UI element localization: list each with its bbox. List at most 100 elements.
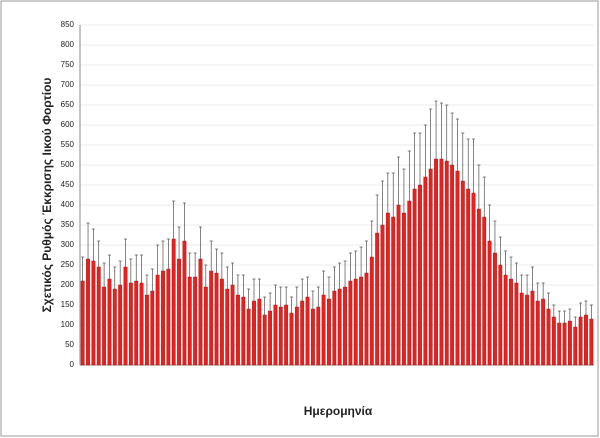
bar — [375, 232, 380, 366]
bar — [514, 282, 519, 366]
bar — [450, 164, 455, 366]
y-tick-label: 700 — [61, 80, 75, 89]
y-tick-label: 850 — [61, 20, 75, 29]
y-tick-label: 400 — [61, 200, 75, 209]
y-tick-label: 250 — [61, 260, 75, 269]
bar — [385, 212, 390, 366]
bar — [434, 158, 438, 366]
bar — [198, 258, 203, 366]
bar — [412, 188, 417, 366]
y-tick-label: 200 — [61, 280, 75, 289]
bar — [535, 300, 540, 366]
bar — [102, 286, 107, 366]
bar — [460, 180, 465, 366]
bar — [187, 276, 192, 366]
bar — [369, 256, 374, 366]
bar — [91, 260, 96, 366]
x-axis-label: Ημερομηνία — [304, 404, 373, 418]
y-tick-label: 50 — [65, 340, 74, 349]
bar — [428, 168, 433, 366]
bar — [278, 306, 283, 366]
bar — [402, 212, 406, 366]
bar — [86, 258, 90, 366]
bar — [225, 288, 230, 366]
bar — [578, 316, 583, 366]
bar — [364, 272, 369, 366]
bar — [359, 276, 364, 366]
bar — [444, 160, 449, 366]
bar — [166, 268, 171, 366]
y-tick-label: 300 — [61, 240, 75, 249]
bar — [123, 266, 128, 366]
bar — [96, 266, 101, 366]
bar — [150, 290, 155, 366]
y-tick-label: 600 — [61, 120, 75, 129]
bar — [380, 224, 385, 366]
y-tick-label: 150 — [61, 300, 75, 309]
bar — [530, 290, 535, 366]
y-tick-label: 0 — [70, 360, 75, 369]
bar — [562, 322, 567, 366]
bar — [557, 322, 562, 366]
bar — [573, 326, 578, 366]
bar — [423, 176, 428, 366]
y-axis-label: Σχετικός Ρυθμός Έκκρισης Ιικού Φορτίου — [40, 78, 54, 313]
bar — [525, 294, 529, 366]
y-tick-label: 500 — [61, 160, 75, 169]
bar — [482, 216, 487, 366]
bar — [294, 306, 299, 366]
bar — [439, 158, 444, 366]
bar — [305, 296, 310, 366]
y-tick-label: 100 — [61, 320, 75, 329]
bar — [289, 312, 294, 366]
bar — [353, 278, 358, 366]
bar — [584, 314, 588, 366]
bar — [300, 300, 305, 366]
bar — [193, 276, 198, 366]
bar — [407, 200, 412, 366]
bar — [487, 240, 492, 366]
bar — [316, 306, 321, 366]
bar — [284, 304, 289, 366]
bar — [246, 308, 251, 366]
bar — [128, 282, 133, 366]
bar — [80, 280, 85, 366]
y-tick-label: 450 — [61, 180, 75, 189]
bar — [171, 238, 176, 366]
bar — [332, 290, 337, 366]
bar — [455, 170, 460, 366]
bar — [177, 258, 181, 366]
bar — [273, 304, 278, 366]
bar — [567, 320, 572, 366]
bar — [546, 308, 551, 366]
bar — [551, 316, 556, 366]
bar — [310, 308, 315, 366]
bar — [107, 278, 112, 366]
bar — [418, 184, 422, 366]
bar — [161, 270, 165, 366]
bar — [391, 216, 396, 366]
bar — [337, 288, 342, 366]
bar — [112, 288, 117, 366]
bar — [236, 294, 240, 366]
bar — [139, 282, 144, 366]
y-tick-label: 750 — [61, 60, 75, 69]
bar — [519, 292, 524, 366]
bar — [348, 280, 353, 366]
bar — [203, 286, 208, 366]
bar — [471, 192, 476, 366]
y-tick-label: 350 — [61, 220, 75, 229]
bar — [268, 310, 272, 366]
bar — [252, 300, 256, 366]
bar — [476, 208, 481, 366]
bar — [541, 298, 546, 366]
bar — [134, 280, 139, 366]
bar — [503, 274, 508, 366]
bar — [509, 278, 513, 366]
bar — [219, 278, 224, 366]
bar — [498, 264, 503, 366]
y-tick-label: 800 — [61, 40, 75, 49]
bar — [155, 274, 160, 366]
